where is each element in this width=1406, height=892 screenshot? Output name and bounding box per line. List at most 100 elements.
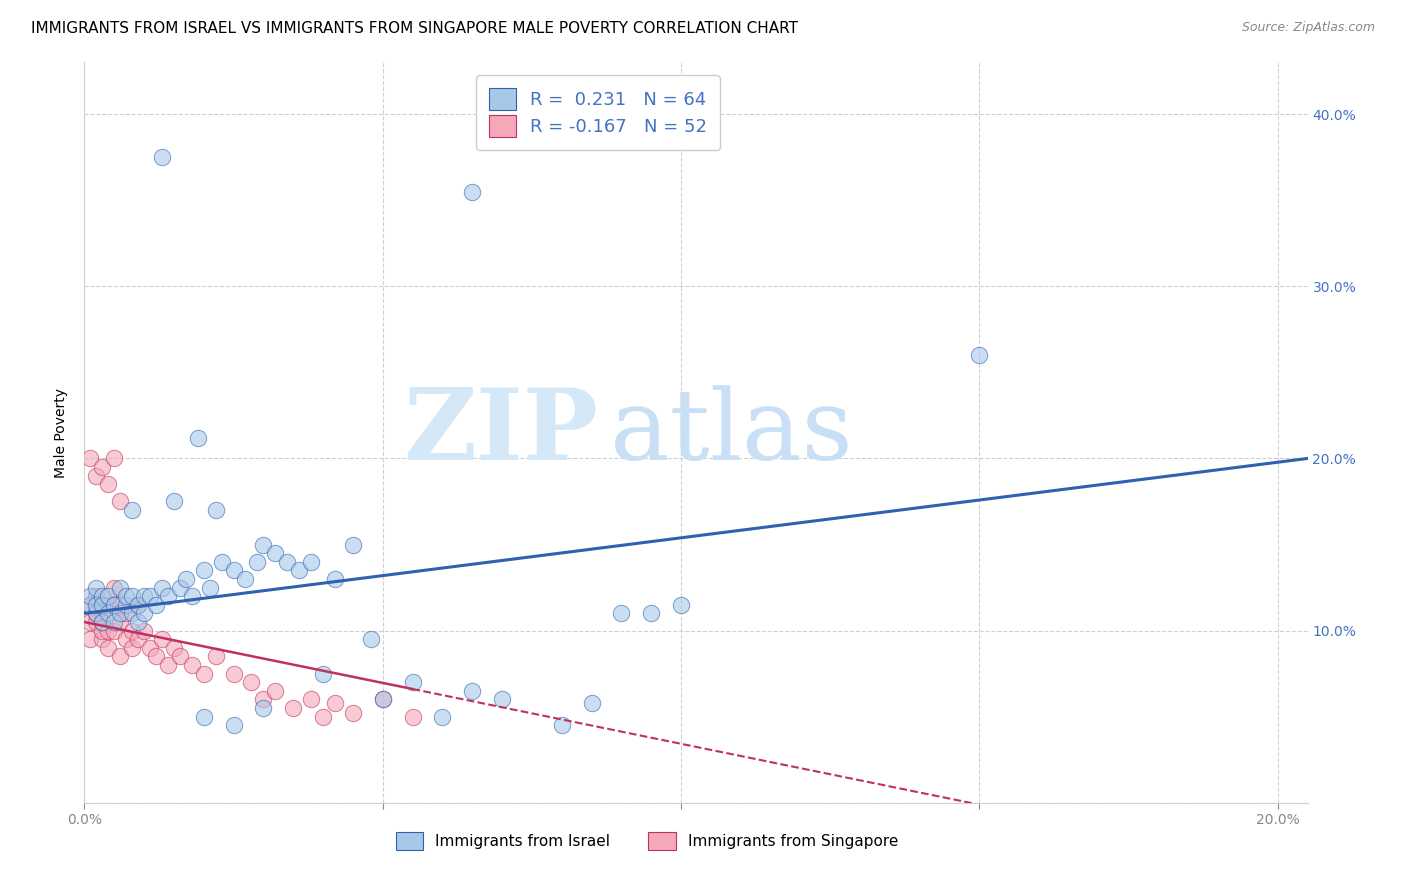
Point: [156, 658, 179, 673]
Point: [79, 598, 101, 612]
Point: [84, 607, 107, 621]
Point: [115, 607, 138, 621]
Point: [103, 598, 125, 612]
Text: Source: ZipAtlas.com: Source: ZipAtlas.com: [1241, 21, 1375, 35]
Point: [211, 555, 233, 569]
Point: [163, 640, 186, 655]
Point: [79, 598, 101, 612]
Point: [108, 649, 131, 664]
Point: [360, 632, 382, 647]
Point: [150, 581, 173, 595]
Point: [150, 150, 173, 164]
Point: [610, 607, 633, 621]
Point: [193, 666, 215, 681]
Point: [222, 718, 245, 732]
Point: [132, 607, 155, 621]
Point: [103, 581, 125, 595]
Point: [581, 696, 603, 710]
Point: [108, 581, 131, 595]
Point: [969, 348, 991, 362]
Point: [432, 709, 454, 723]
Point: [121, 624, 143, 638]
Point: [127, 598, 149, 612]
Point: [323, 696, 346, 710]
Point: [145, 649, 167, 664]
Point: [79, 632, 101, 647]
Point: [252, 692, 274, 706]
Point: [79, 589, 101, 603]
Point: [115, 589, 138, 603]
Point: [84, 581, 107, 595]
Point: [91, 615, 114, 629]
Point: [401, 675, 423, 690]
Point: [401, 709, 423, 723]
Point: [91, 624, 114, 638]
Point: [84, 598, 107, 612]
Point: [264, 546, 287, 560]
Text: atlas: atlas: [610, 384, 853, 481]
Point: [491, 692, 513, 706]
Point: [91, 632, 114, 647]
Point: [103, 598, 125, 612]
Point: [252, 537, 274, 551]
Point: [145, 598, 167, 612]
Point: [312, 666, 335, 681]
Point: [371, 692, 394, 706]
Point: [198, 581, 221, 595]
Point: [169, 649, 191, 664]
Point: [150, 632, 173, 647]
Point: [252, 701, 274, 715]
Point: [127, 615, 149, 629]
Point: [169, 581, 191, 595]
Point: [121, 640, 143, 655]
Point: [84, 468, 107, 483]
Text: ZIP: ZIP: [404, 384, 598, 481]
Point: [108, 615, 131, 629]
Point: [640, 607, 662, 621]
Point: [461, 684, 484, 698]
Point: [174, 572, 197, 586]
Y-axis label: Male Poverty: Male Poverty: [55, 388, 69, 477]
Point: [103, 615, 125, 629]
Point: [371, 692, 394, 706]
Point: [193, 563, 215, 577]
Point: [91, 460, 114, 475]
Point: [127, 632, 149, 647]
Text: IMMIGRANTS FROM ISRAEL VS IMMIGRANTS FROM SINGAPORE MALE POVERTY CORRELATION CHA: IMMIGRANTS FROM ISRAEL VS IMMIGRANTS FRO…: [31, 21, 799, 37]
Point: [235, 572, 257, 586]
Point: [91, 589, 114, 603]
Point: [180, 658, 202, 673]
Point: [323, 572, 346, 586]
Point: [246, 555, 269, 569]
Point: [91, 607, 114, 621]
Point: [84, 615, 107, 629]
Point: [97, 589, 120, 603]
Point: [108, 607, 131, 621]
Legend: Immigrants from Israel, Immigrants from Singapore: Immigrants from Israel, Immigrants from …: [388, 824, 907, 858]
Point: [97, 607, 120, 621]
Point: [156, 589, 179, 603]
Point: [222, 563, 245, 577]
Point: [97, 477, 120, 491]
Point: [127, 598, 149, 612]
Point: [115, 632, 138, 647]
Point: [121, 503, 143, 517]
Point: [97, 598, 120, 612]
Point: [139, 589, 162, 603]
Point: [84, 589, 107, 603]
Point: [97, 640, 120, 655]
Point: [187, 431, 209, 445]
Point: [108, 598, 131, 612]
Point: [342, 706, 364, 721]
Point: [121, 607, 143, 621]
Point: [103, 451, 125, 466]
Point: [299, 692, 322, 706]
Point: [342, 537, 364, 551]
Point: [312, 709, 335, 723]
Point: [204, 649, 226, 664]
Point: [276, 555, 298, 569]
Point: [283, 701, 305, 715]
Point: [97, 624, 120, 638]
Point: [91, 615, 114, 629]
Point: [240, 675, 263, 690]
